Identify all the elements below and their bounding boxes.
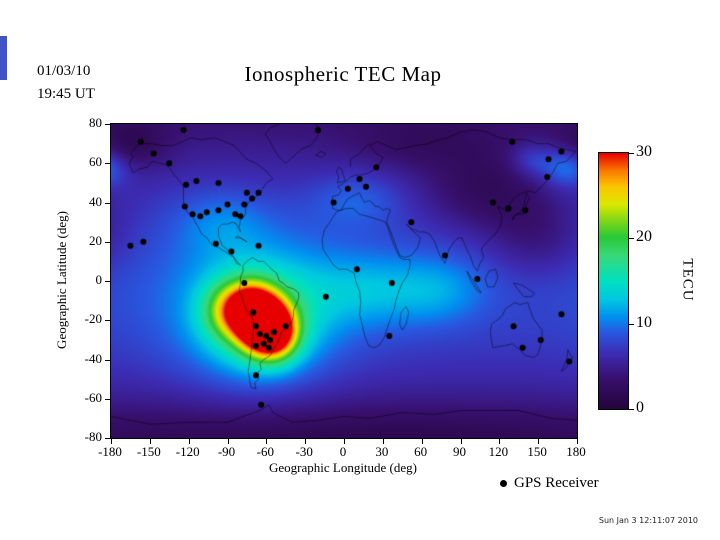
x-axis-tick-label: 120 [488,444,509,459]
gps-receiver-dot-icon [500,480,507,487]
x-axis-tick-labels: -180 -150 -120 -90 -60 -30 0 30 60 90 120 150 180 [98,444,586,459]
y-axis-tick-mark [105,202,110,204]
map-plot-area [105,123,578,444]
gps-receiver-label: GPS Receiver [514,475,599,491]
generation-timestamp: Sun Jan 3 12:11:07 2010 [598,516,698,525]
x-axis-tick-mark [344,439,345,444]
colorbar-tick-mark [629,238,634,240]
y-axis-tick-mark [105,124,110,125]
x-axis-title: Geographic Longitude (deg) [268,460,417,475]
x-axis-tick-label: -120 [175,444,200,459]
observation-datetime: 01/03/10 19:45 UT [37,60,95,105]
x-axis-tick-label: -60 [256,444,274,459]
y-axis-tick-label: 60 [89,154,102,170]
x-axis-tick-mark [305,439,307,444]
colorbar-tick-labels: 0 10 20 30 [636,143,670,416]
y-axis-tick-label: -80 [84,429,102,444]
y-axis-tick-label: 20 [89,232,102,248]
x-axis-tick-label: 60 [414,444,428,459]
colorbar-tick-mark [629,323,634,325]
x-axis-tick-mark [149,439,151,444]
y-axis-tick-label: -60 [84,389,102,405]
colorbar-tick-mark [629,153,634,154]
y-axis-tick-mark [105,359,110,361]
y-axis-tick-label: 40 [89,193,102,209]
y-axis-tick-label: 0 [95,272,103,287]
y-axis-tick-label: 80 [89,115,102,130]
x-axis-tick-mark [382,439,384,444]
y-axis-tick-label: -40 [84,350,102,366]
x-axis-tick-mark [111,439,112,444]
y-axis-tick-mark [105,281,110,282]
x-axis-tick-mark [188,439,190,444]
y-axis-title: Geographic Latitude (deg) [54,211,69,349]
x-axis-tick-label: -180 [98,444,122,459]
x-axis-tick-mark [499,439,501,444]
colorbar-tick-label: 0 [636,399,644,416]
tec-colorbar [598,152,634,410]
x-axis-tick-label: -150 [136,444,161,459]
y-axis-tick-mark [105,163,110,165]
colorbar-tick-label: 30 [636,143,652,160]
x-axis-tick-mark [577,439,578,444]
x-axis-tick-label: 0 [339,444,347,459]
x-axis-tick-mark [227,439,229,444]
x-axis-tick-label: 90 [453,444,466,459]
colorbar-unit-label: TECU [679,258,696,302]
date-label: 01/03/10 [37,63,91,79]
colorbar-tick-mark [629,409,634,410]
x-axis-tick-label: 30 [375,444,389,459]
x-axis-tick-label: 180 [566,444,586,459]
x-axis-tick-mark [266,439,268,444]
colorbar-tick-label: 20 [636,228,652,246]
y-axis-tick-labels: 80 60 40 20 0 -20 -40 -60 -80 [64,115,104,444]
left-edge-accent-strip [0,36,7,80]
x-axis-tick-mark [421,439,423,444]
gps-receiver-legend: GPS Receiver [500,475,599,492]
y-axis-tick-mark [105,320,110,322]
x-axis-tick-mark [538,439,540,444]
x-axis-tick-label: 150 [527,444,547,459]
y-axis-tick-mark [105,398,110,400]
y-axis-tick-mark [105,241,110,243]
x-axis-tick-label: -90 [217,444,236,459]
tec-heatmap-canvas [111,124,577,438]
chart-title: Ionospheric TEC Map [244,62,442,86]
colorbar-tick-label: 10 [636,313,652,331]
y-axis-tick-mark [105,438,110,439]
x-axis-tick-mark [460,439,462,444]
time-label: 19:45 UT [37,85,95,102]
x-axis-tick-label: -30 [295,444,313,459]
y-axis-tick-label: -20 [84,311,102,327]
